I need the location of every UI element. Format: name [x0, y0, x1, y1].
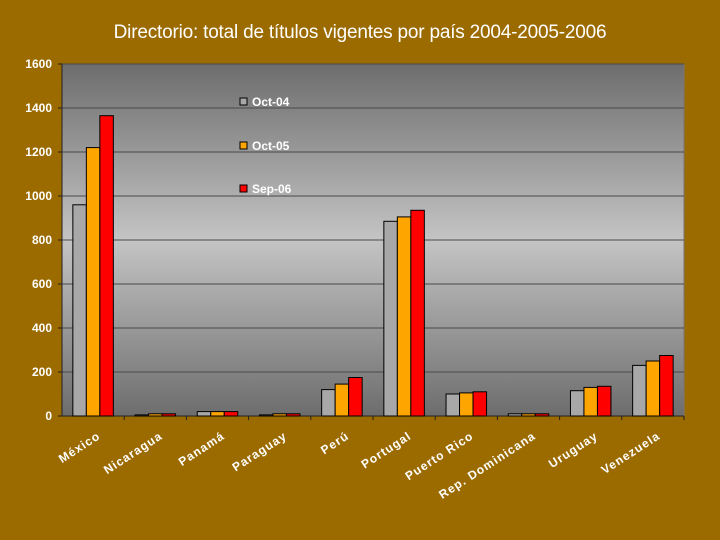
category-label: Perú: [318, 429, 351, 457]
legend-label: Sep-06: [252, 182, 292, 196]
legend-swatch: [239, 184, 248, 193]
bar: [72, 204, 87, 417]
y-tick-label: 400: [32, 321, 52, 335]
category-label: Paraguay: [230, 429, 290, 475]
bar: [196, 411, 212, 417]
category-label: Venezuela: [599, 429, 663, 477]
bar: [99, 115, 114, 417]
bar: [472, 391, 488, 417]
bar: [85, 147, 101, 417]
bar: [272, 413, 287, 417]
y-tick-label: 200: [32, 365, 52, 379]
bar: [210, 411, 225, 417]
y-tick-label: 800: [32, 233, 52, 247]
legend-swatch: [239, 141, 248, 150]
bar: [583, 386, 598, 417]
category-label: México: [56, 429, 103, 466]
bar: [148, 413, 163, 417]
bar: [258, 414, 274, 417]
y-tick-label: 1000: [25, 189, 52, 203]
bar: [632, 364, 647, 417]
category-label: Nicaragua: [101, 429, 165, 477]
category-label: Portugal: [359, 429, 414, 472]
bar: [569, 390, 585, 417]
bar: [134, 414, 150, 417]
category-label: Panamá: [176, 429, 227, 469]
bar: [521, 413, 536, 417]
bar: [348, 377, 363, 417]
legend-label: Oct-05: [252, 139, 290, 153]
bar: [445, 393, 461, 417]
bar: [285, 413, 301, 417]
bar: [645, 360, 661, 417]
y-tick-label: 0: [45, 409, 52, 423]
bar: [334, 383, 350, 417]
legend-swatch: [239, 97, 248, 106]
legend-label: Oct-04: [252, 95, 290, 109]
y-tick-label: 600: [32, 277, 52, 291]
y-tick-label: 1200: [25, 145, 52, 159]
bar: [659, 355, 674, 417]
bar: [534, 413, 550, 417]
category-label: Uruguay: [546, 429, 600, 471]
bar: [507, 413, 523, 417]
y-tick-label: 1400: [25, 101, 52, 115]
bar: [459, 392, 474, 417]
bar: [396, 216, 412, 417]
y-tick-label: 1600: [25, 57, 52, 71]
bar: [223, 411, 239, 417]
bar: [321, 389, 336, 417]
bar: [596, 385, 612, 417]
bar: [410, 209, 425, 417]
bar: [383, 220, 398, 417]
bar: [161, 413, 177, 417]
chart-title: Directorio: total de títulos vigentes po…: [113, 22, 607, 43]
